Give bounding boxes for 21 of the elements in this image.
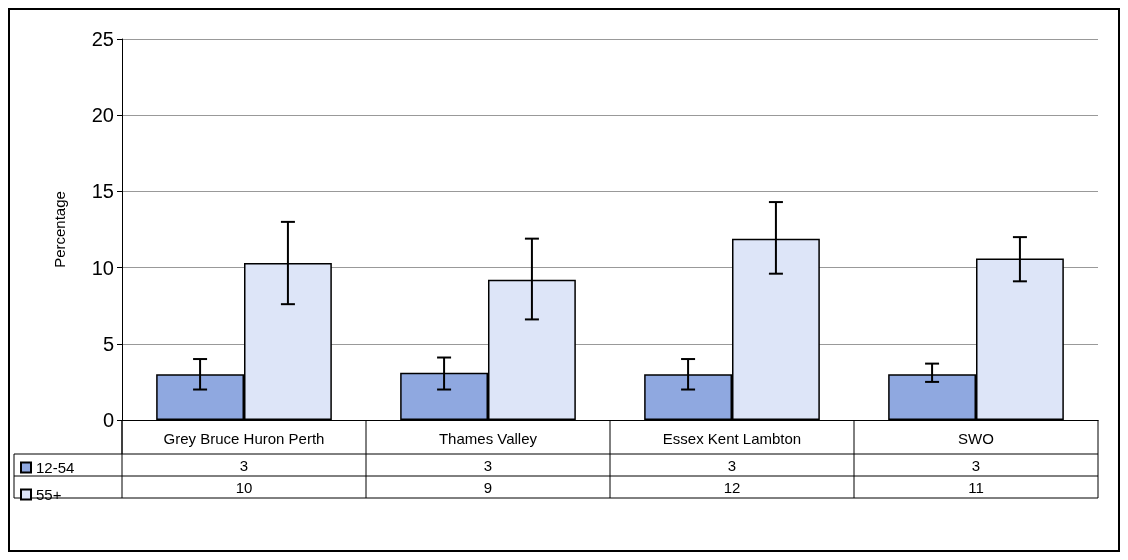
x-tick-label: Grey Bruce Huron Perth [163, 430, 325, 447]
y-tick-label: 20 [91, 104, 114, 127]
data-label: 3 [483, 456, 493, 474]
y-axis-title: Percentage [51, 191, 68, 268]
data-label: 11 [968, 478, 984, 496]
data-label: 3 [727, 456, 737, 474]
x-tick-label: SWO [958, 430, 994, 447]
data-label: 12 [723, 478, 741, 496]
y-tick-label: 0 [102, 409, 114, 431]
data-label: 3 [971, 456, 981, 474]
y-tick-label: 5 [102, 332, 114, 355]
data-label: 3 [239, 456, 249, 474]
x-tick-label: Thames Valley [438, 430, 538, 447]
y-tick-label: 10 [91, 256, 114, 279]
y-tick-label: 15 [91, 180, 114, 203]
data-label: 10 [235, 478, 253, 496]
data-label: 9 [483, 478, 493, 496]
x-tick-label: Essex Kent Lambton [662, 430, 802, 447]
y-tick-label: 25 [91, 28, 114, 50]
legend-label: 12-54 [36, 459, 75, 476]
legend-label: 55+ [36, 486, 62, 503]
